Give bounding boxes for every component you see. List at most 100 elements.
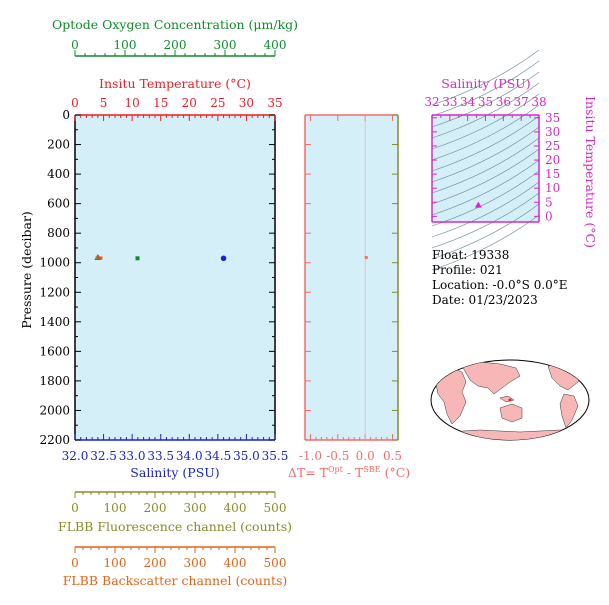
density-contour-line [431, 115, 540, 172]
delta-t-data-points [364, 256, 368, 260]
pressure-tick-label: 2200 [39, 433, 70, 447]
ts-temp-tick-label: 30 [545, 125, 560, 139]
ts-temp-tick-label: 0 [545, 209, 553, 223]
axis-tick-label: 30 [239, 96, 254, 110]
axis-tick-label: 15 [153, 96, 168, 110]
pressure-tick-label: 200 [47, 138, 70, 152]
float-info: Float: 19338 Profile: 021 Location: -0.0… [432, 248, 568, 307]
delta-t-plot-frame [304, 114, 399, 441]
ts-temp-tick-label: 15 [545, 167, 560, 181]
pressure-tick-label: 1600 [39, 344, 70, 358]
profile-data-points [94, 254, 227, 262]
land-africa-europe [435, 367, 467, 425]
density-contour-line [431, 71, 540, 128]
axis-tick-label: 0 [71, 96, 79, 110]
fluorescence-axis: 0 100 200 300 400 500 [71, 491, 286, 515]
axis-tick-label: 400 [224, 501, 247, 515]
axis-tick-label: 38 [531, 95, 546, 109]
density-contour-line [431, 126, 540, 183]
axis-tick-label: 32 [424, 95, 439, 109]
axis-tick-label: 200 [144, 501, 167, 515]
fluorescence-data-point [95, 256, 99, 260]
axis-tick-label: 35 [478, 95, 493, 109]
ts-salinity-axis: 32 33 34 35 36 37 38 [424, 95, 547, 121]
axis-tick-label: 0 [71, 556, 79, 570]
density-contour-line [431, 192, 540, 249]
axis-tick-label: 400 [264, 38, 287, 52]
backscatter-axis: 0 100 200 300 400 500 [71, 546, 286, 570]
ts-temp-tick-label: 25 [545, 139, 560, 153]
backscatter-axis-label: FLBB Backscatter channel (counts) [63, 573, 288, 588]
axis-tick-label: 200 [164, 38, 187, 52]
delta-t-plot-area [305, 115, 398, 440]
pressure-tick-label: 1200 [39, 285, 70, 299]
location: Location: -0.0°S 0.0°E [432, 278, 568, 292]
delta-t-axis: -1.0 -0.5 0.0 0.5 [299, 114, 402, 463]
axis-tick-label: 33.0 [119, 449, 146, 463]
axis-tick-label: 34.5 [204, 449, 231, 463]
salinity-data-point [220, 255, 227, 262]
axis-tick-label: 0 [71, 38, 79, 52]
axis-tick-label: 20 [182, 96, 197, 110]
delta-t-panel: -1.0 -0.5 0.0 0.5 ΔT= TOpt - TSBE (°C) [288, 114, 410, 480]
ts-temp-tick-label: 10 [545, 181, 560, 195]
oxygen-axis-label: Optode Oxygen Concentration (μm/kg) [52, 17, 298, 32]
pressure-tick-label: 2000 [39, 403, 70, 417]
ts-diagram-panel: 32 33 34 35 36 37 38 Salinity (PSU) 0510152025… [424, 49, 598, 271]
pressure-axis-label: Pressure (decibar) [19, 211, 34, 329]
axis-tick-label: 0.5 [383, 449, 402, 463]
axis-tick-label: 36 [496, 95, 511, 109]
pressure-tick-label: 1400 [39, 315, 70, 329]
axis-tick-label: 200 [144, 556, 167, 570]
axis-tick-label: 34 [460, 95, 476, 109]
axis-tick-label: 100 [114, 38, 137, 52]
temperature-axis-label: Insitu Temperature (°C) [99, 76, 251, 91]
axis-tick-label: 0 [71, 501, 79, 515]
ts-temp-tick-label: 35 [545, 111, 560, 125]
axis-tick-label: 35.5 [262, 449, 289, 463]
main-plot-area [75, 115, 275, 440]
pressure-tick-label: 1000 [39, 256, 70, 270]
axis-tick-label: 0.0 [356, 449, 375, 463]
salinity-axis-label: Salinity (PSU) [130, 465, 219, 480]
oxygen-axis: 0 100 200 300 400 [71, 38, 287, 57]
oxygen-data-point [135, 256, 140, 261]
density-contour-line [431, 148, 540, 205]
temperature-axis: 0 5 10 15 20 25 30 35 [71, 96, 283, 121]
pressure-tick-label: 800 [47, 226, 70, 240]
backscatter-data-point [99, 256, 103, 260]
float-location-marker [508, 398, 512, 402]
ts-salinity-axis-label: Salinity (PSU) [441, 76, 530, 91]
axis-tick-label: 34.0 [176, 449, 203, 463]
pressure-tick-label: 400 [47, 167, 70, 181]
pressure-tick-label: 600 [47, 197, 70, 211]
ts-temp-tick-label: 5 [545, 195, 553, 209]
delta-t-data-point [364, 256, 368, 260]
axis-tick-label: 100 [104, 501, 127, 515]
density-contour-line [431, 93, 540, 150]
density-contour-line [431, 137, 540, 194]
density-contour-line [431, 104, 540, 161]
axis-tick-label: 32.0 [62, 449, 89, 463]
ts-plot-area [432, 115, 539, 222]
pressure-axis: 0 200 400 600 800 1000 1200 1400 1600 1800 2000 220… [39, 108, 275, 447]
density-contours [431, 49, 540, 271]
axis-tick-label: 5 [100, 96, 108, 110]
axis-tick-label: 35 [267, 96, 282, 110]
salinity-axis: 32.0 32.5 33.0 33.5 34.0 34.5 35.0 35.5 [62, 434, 289, 463]
axis-tick-label: 400 [224, 556, 247, 570]
density-contour-line [431, 60, 540, 117]
axis-tick-label: -0.5 [326, 449, 349, 463]
land-south-america [559, 393, 579, 429]
axis-tick-label: 35.0 [233, 449, 260, 463]
ts-data-points [474, 201, 482, 208]
main-profile-panel: 0200400600800100012001400160018002000220… [19, 17, 298, 588]
axis-tick-label: 37 [514, 95, 529, 109]
density-contour-line [431, 159, 540, 216]
density-contour-line [431, 49, 540, 106]
fluorescence-axis-label: FLBB Fluorescence channel (counts) [58, 519, 292, 534]
pressure-tick-label: 1800 [39, 374, 70, 388]
axis-tick-label: 33 [442, 95, 457, 109]
